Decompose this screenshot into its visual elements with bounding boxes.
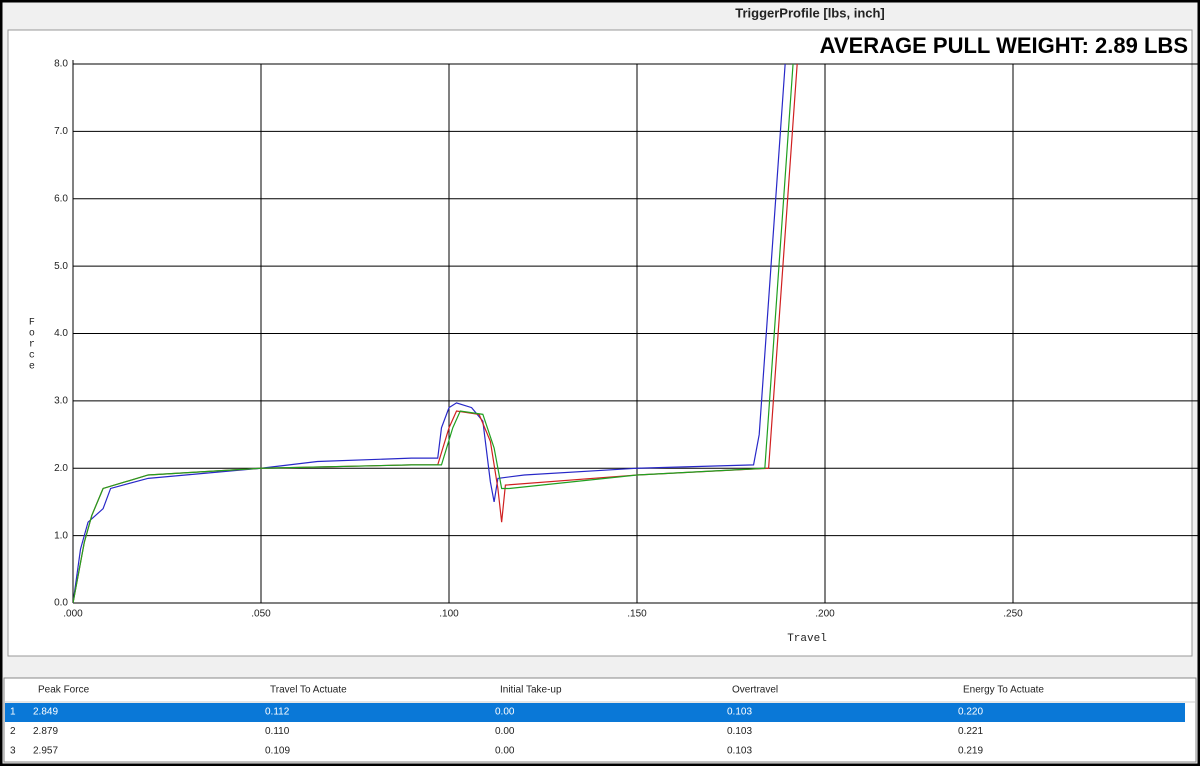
table-cell: 0.00: [495, 746, 515, 757]
column-header: Energy To Actuate: [963, 685, 1044, 696]
x-axis-label: Travel: [787, 633, 827, 645]
table-cell: 0.109: [265, 746, 290, 757]
window-title: TriggerProfile [lbs, inch]: [735, 5, 885, 20]
x-tick-label: .150: [627, 609, 647, 620]
y-tick-label: 1.0: [54, 530, 68, 541]
y-tick-label: 2.0: [54, 463, 68, 474]
column-header: Overtravel: [732, 685, 778, 696]
force-curve: [73, 63, 786, 604]
selected-row[interactable]: [5, 703, 1185, 722]
y-axis-label: Force: [26, 318, 37, 373]
table-cell: 0.112: [265, 707, 290, 718]
column-header: Travel To Actuate: [270, 685, 347, 696]
plot: 0.0 1.0 2.0 3.0 4.0 5.0 6.0 7.0 8.0 .000 .050 .100.…: [54, 59, 1200, 620]
chart-panel: [7, 29, 1193, 657]
table-cell: 0.00: [495, 726, 515, 737]
x-tick-label: .000: [63, 609, 83, 620]
table-cell: 0.103: [727, 746, 752, 757]
table-cell: 2.957: [33, 746, 58, 757]
table-cell: 0.103: [727, 707, 752, 718]
y-tick-label: 4.0: [54, 328, 68, 339]
table-cell: 0.221: [958, 726, 983, 737]
x-tick-label: .200: [815, 609, 835, 620]
y-tick-label: 6.0: [54, 193, 68, 204]
y-tick-label: 5.0: [54, 261, 68, 272]
x-tick-label: .250: [1003, 609, 1023, 620]
table-cell: 0.103: [727, 726, 752, 737]
column-header: Peak Force: [38, 685, 90, 696]
y-tick-label: 3.0: [54, 396, 68, 407]
column-header: Initial Take-up: [500, 685, 562, 696]
table-cell: 2.849: [33, 707, 58, 718]
row-number: 3: [10, 746, 16, 757]
row-number: 1: [10, 707, 16, 718]
x-tick-label: .100: [439, 609, 459, 620]
x-tick-label: .050: [251, 609, 271, 620]
table-cell: 0.110: [265, 726, 290, 737]
table-cell: 0.220: [958, 707, 983, 718]
table-cell: 0.219: [958, 746, 983, 757]
y-tick-label: 0.0: [54, 598, 68, 609]
table-cell: 0.00: [495, 707, 515, 718]
banner: AVERAGE PULL WEIGHT: 2.89 LBS: [820, 33, 1188, 58]
force-curve: [73, 63, 794, 604]
y-tick-label: 7.0: [54, 126, 68, 137]
table-cell: 2.879: [33, 726, 58, 737]
row-number: 2: [10, 726, 16, 737]
table-body: Peak Force Travel To Actuate Initial Take-…: [5, 685, 1195, 757]
y-tick-label: 8.0: [54, 59, 68, 70]
